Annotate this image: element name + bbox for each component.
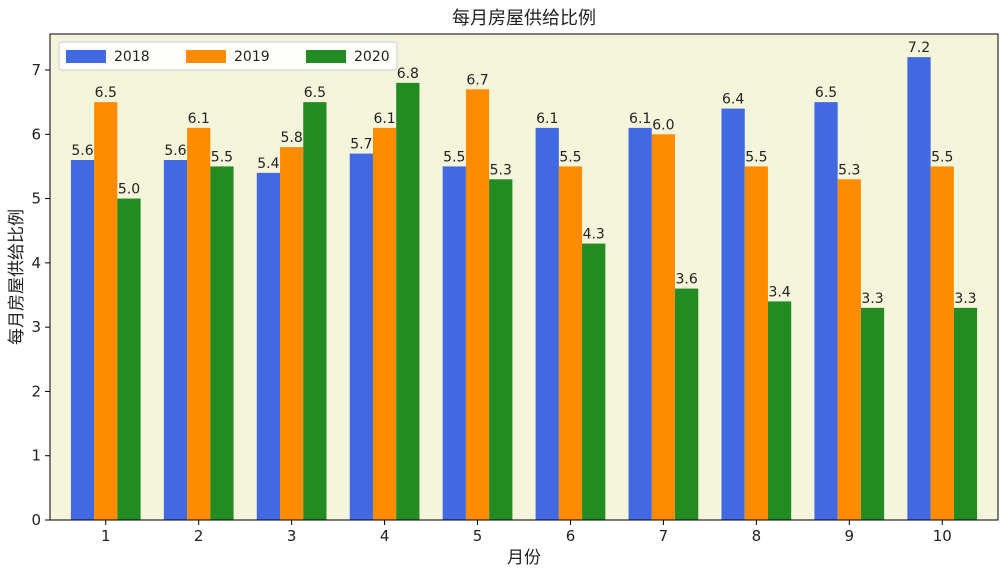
bar-2019-1 [94,102,118,521]
bar-2018-1 [70,160,95,520]
x-tick-label: 10 [933,527,952,545]
bar-2020-2 [210,166,234,520]
data-label-2020-4: 6.8 [397,66,419,82]
chart-title: 每月房屋供给比例 [452,8,596,29]
data-label-2018-5: 5.5 [443,149,465,165]
axes-frame [49,33,999,521]
x-tick-label: 8 [752,527,762,545]
x-tick-label: 7 [659,527,669,545]
bar-2019-7 [651,134,676,521]
legend-swatch-2019 [186,50,226,63]
data-label-2018-2: 5.6 [164,143,186,159]
data-label-2018-1: 5.6 [71,143,93,159]
data-label-2018-10: 7.2 [908,40,930,56]
data-label-2019-10: 5.5 [931,149,953,165]
bar-2018-6 [535,127,559,520]
bar-2018-7 [628,127,652,520]
data-label-2020-10: 3.3 [954,291,976,307]
x-axis-title: 月份 [507,548,541,568]
y-tick-label: 6 [31,125,41,143]
data-label-2018-6: 6.1 [536,111,558,127]
data-label-2019-1: 6.5 [95,85,117,101]
bar-2019-2 [187,127,211,520]
bars-layer [70,57,978,521]
bar-2020-4 [396,82,420,520]
data-labels-layer: 5.6 5.6 5.4 5.7 5.5 6.1 6.1 6.4 6.5 7.2 6.5 6.1 5.8 6… [71,40,976,307]
bar-2019-3 [280,147,304,520]
data-label-2019-2: 6.1 [188,111,210,127]
bar-2019-4 [372,127,397,520]
y-tick-label: 1 [31,447,41,465]
data-label-2020-6: 4.3 [583,227,605,243]
y-tick-label: 7 [31,61,41,79]
legend: 2018 2019 2020 [58,41,398,71]
legend-label-2018: 2018 [114,49,150,65]
data-label-2019-4: 6.1 [373,111,395,127]
bar-2018-9 [814,102,838,521]
x-tick-label: 5 [473,527,483,545]
bar-2020-8 [767,301,792,520]
legend-swatch-2018 [66,50,106,63]
bar-2020-6 [582,243,606,521]
axes-layer: 0 1 2 3 4 5 6 7 1 2 3 4 5 6 7 8 9 10 [31,33,999,545]
x-tick-label: 6 [566,527,576,545]
bar-2020-5 [489,179,513,521]
y-tick-label: 2 [31,382,41,400]
bar-2018-5 [442,166,466,520]
data-label-2020-5: 5.3 [490,162,512,178]
data-label-2019-5: 6.7 [466,72,488,88]
y-tick-label: 0 [31,511,41,529]
legend-label-2020: 2020 [354,49,390,65]
x-tick-label: 3 [287,527,297,545]
legend-label-2019: 2019 [234,49,270,65]
data-label-2018-7: 6.1 [629,111,651,127]
y-tick-label: 5 [31,190,41,208]
x-tick-label: 1 [101,527,111,545]
bar-2018-3 [256,172,281,520]
y-axis-title: 每月房屋供给比例 [7,209,27,345]
data-label-2019-7: 6.0 [652,117,674,133]
x-tick-label: 9 [845,527,855,545]
bar-2019-6 [558,166,583,520]
bar-2018-8 [721,108,745,521]
bar-2018-2 [163,160,188,520]
data-label-2019-8: 5.5 [745,149,767,165]
bar-2020-9 [860,307,885,520]
legend-swatch-2020 [306,50,346,63]
x-tick-label: 2 [194,527,204,545]
bar-2018-4 [349,153,373,521]
x-tick-label: 4 [380,527,390,545]
bar-2020-3 [303,102,327,521]
y-tick-label: 3 [31,318,41,336]
data-label-2018-8: 6.4 [722,92,744,108]
y-tick-label: 4 [31,254,41,272]
legend-box [58,41,398,71]
bar-2018-10 [907,57,931,521]
bar-2019-8 [744,166,768,520]
data-label-2018-9: 6.5 [815,85,837,101]
bar-2019-5 [465,89,490,521]
bar-2019-9 [837,179,861,521]
data-label-2020-2: 5.5 [211,149,233,165]
data-label-2020-7: 3.6 [676,272,698,288]
bar-2020-1 [117,198,141,521]
bar-2019-10 [930,166,954,520]
bar-2020-7 [675,288,699,520]
data-label-2020-1: 5.0 [118,182,140,198]
data-label-2019-3: 5.8 [281,130,303,146]
bar-2020-10 [953,307,978,520]
data-label-2020-3: 6.5 [304,85,326,101]
data-label-2020-9: 3.3 [861,291,883,307]
data-label-2018-3: 5.4 [257,156,279,172]
data-label-2019-6: 5.5 [559,149,581,165]
data-label-2019-9: 5.3 [838,162,860,178]
data-label-2018-4: 5.7 [350,137,372,153]
data-label-2020-8: 3.4 [768,284,790,300]
